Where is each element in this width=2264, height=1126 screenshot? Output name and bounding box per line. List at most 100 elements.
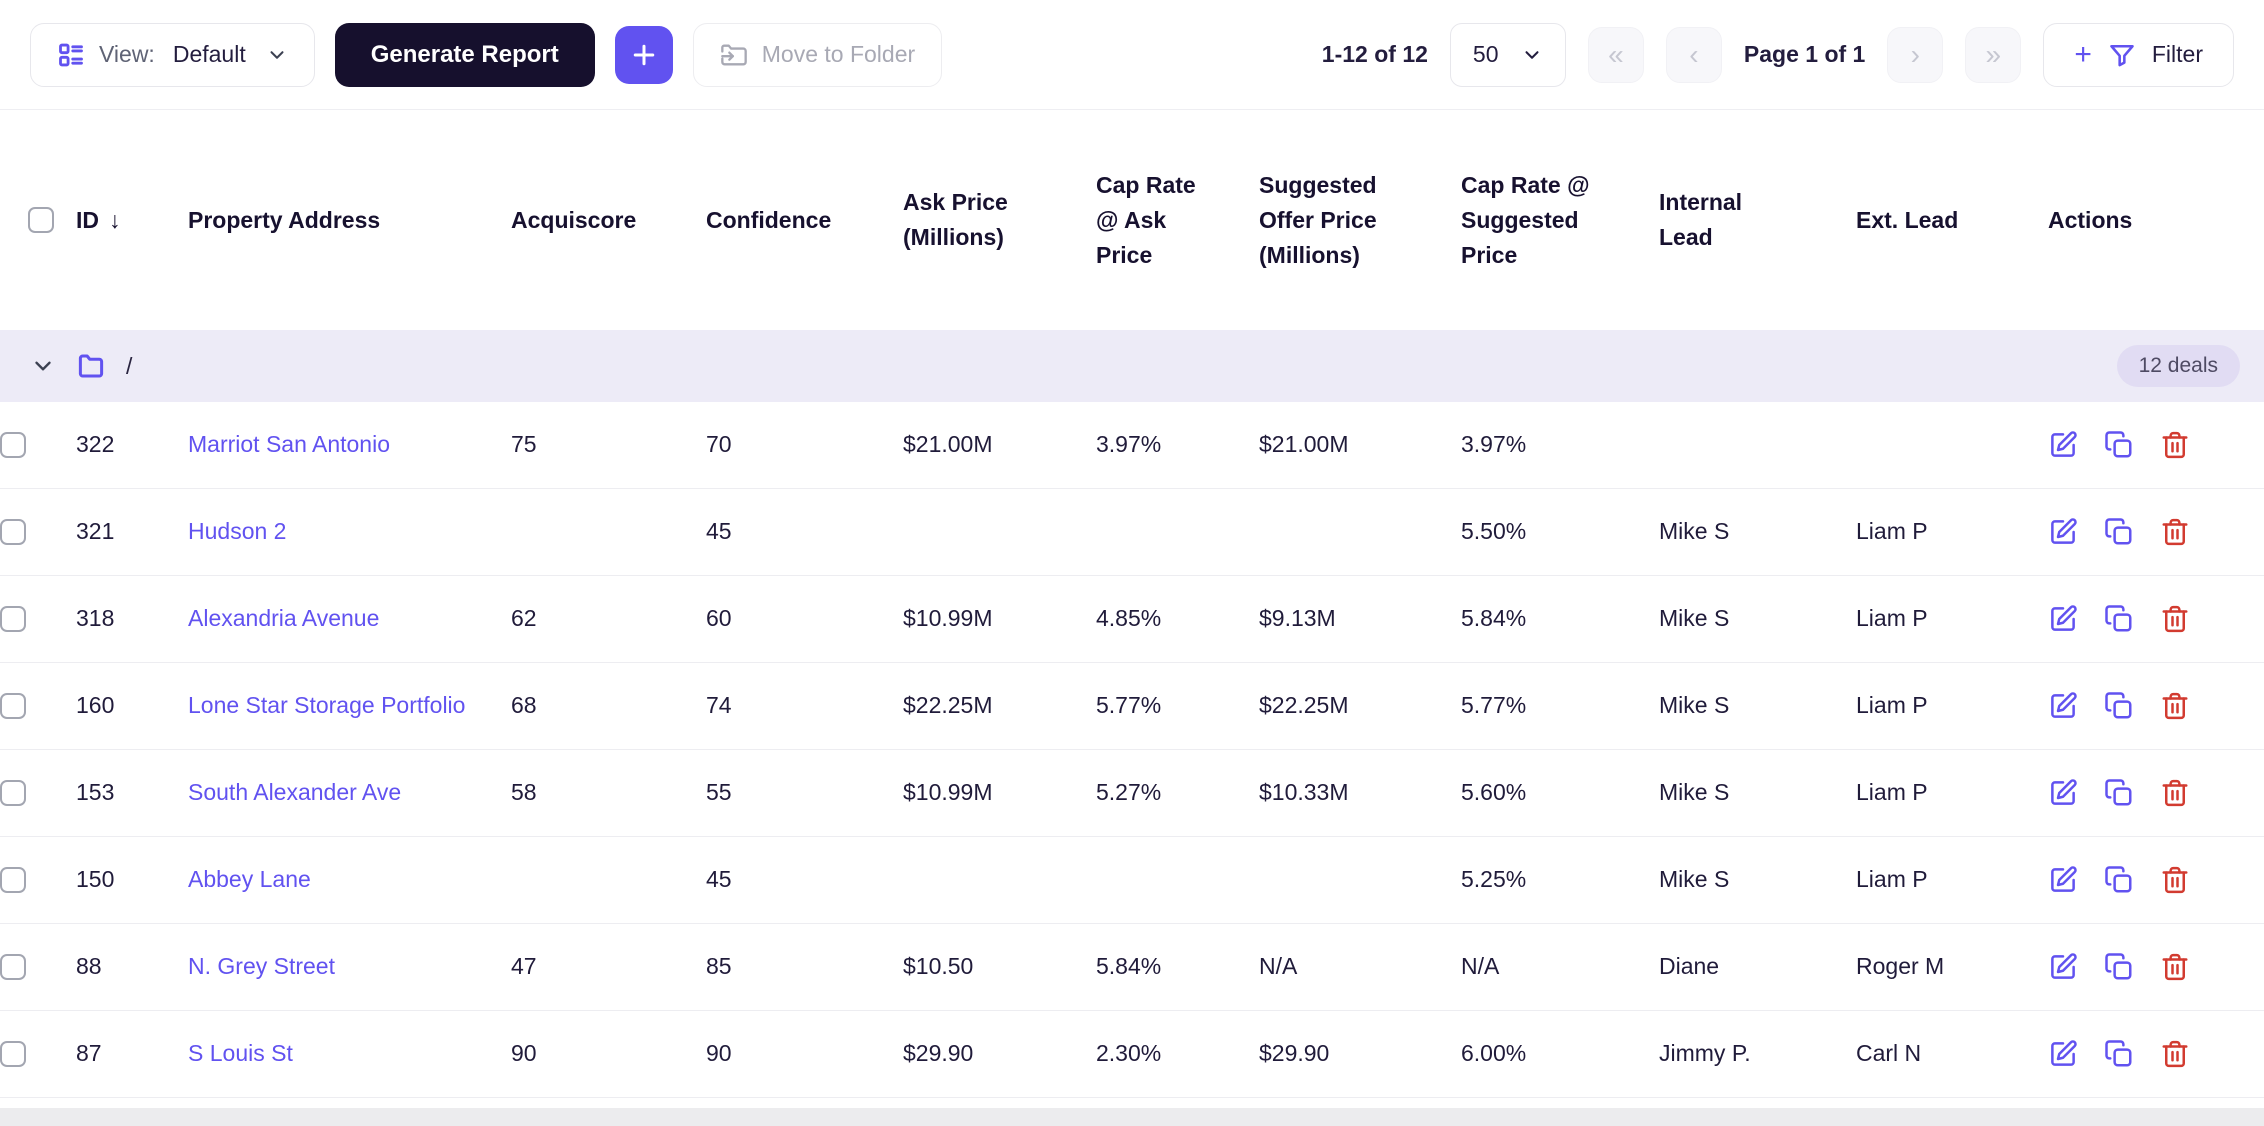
delete-button[interactable] (2160, 952, 2190, 982)
duplicate-button[interactable] (2104, 778, 2134, 808)
confidence-cell: 60 (706, 605, 732, 632)
column-header-id[interactable]: ID ↓ (76, 206, 121, 233)
actions-cell (2048, 1021, 2264, 1087)
row-checkbox[interactable] (0, 1041, 26, 1067)
property-address-link[interactable]: Alexandria Avenue (188, 605, 380, 632)
duplicate-button[interactable] (2104, 517, 2134, 547)
confidence-cell: 70 (706, 431, 732, 458)
delete-button[interactable] (2160, 691, 2190, 721)
delete-button[interactable] (2160, 1039, 2190, 1069)
acquiscore-cell (511, 862, 706, 898)
last-page-button[interactable]: » (1965, 26, 2022, 83)
column-header-confidence[interactable]: Confidence (706, 206, 832, 233)
table-row: 318 Alexandria Avenue 62 60 $10.99M 4.85… (0, 576, 2264, 663)
delete-button[interactable] (2160, 430, 2190, 460)
edit-button[interactable] (2048, 865, 2078, 895)
row-checkbox[interactable] (0, 954, 26, 980)
pagination-cluster: 1-12 of 12 50 « ‹ Page 1 of 1 › » + Filt… (1322, 22, 2234, 87)
chevron-down-icon[interactable] (30, 353, 56, 379)
column-header-cap-rate-ask[interactable]: Cap Rate @ Ask Price (1096, 171, 1196, 268)
id-cell: 87 (76, 1040, 102, 1067)
acquiscore-cell: 62 (511, 605, 537, 632)
property-address-link[interactable]: Hudson 2 (188, 518, 287, 545)
column-header-cap-rate-suggested[interactable]: Cap Rate @ Suggested Price (1461, 171, 1590, 268)
row-checkbox[interactable] (0, 519, 26, 545)
confidence-cell: 45 (706, 866, 732, 893)
property-address-link[interactable]: Abbey Lane (188, 866, 311, 893)
row-checkbox[interactable] (0, 432, 26, 458)
folder-input-icon (720, 41, 748, 69)
edit-button[interactable] (2048, 604, 2078, 634)
row-checkbox-cell (0, 675, 76, 737)
next-page-button[interactable]: › (1887, 26, 1944, 83)
internal-lead-cell (1659, 427, 1856, 463)
cap-rate-suggested-cell: 3.97% (1461, 431, 1527, 458)
row-checkbox[interactable] (0, 780, 26, 806)
delete-button[interactable] (2160, 517, 2190, 547)
cap-rate-suggested-cell: 5.50% (1461, 518, 1527, 545)
edit-pencil-icon (2051, 605, 2077, 631)
horizontal-scrollbar-track[interactable] (0, 1108, 2264, 1126)
row-checkbox[interactable] (0, 606, 26, 632)
property-address-link[interactable]: Lone Star Storage Portfolio (188, 692, 466, 719)
id-cell: 150 (76, 866, 115, 893)
ext-lead-cell: Liam P (1856, 692, 1928, 719)
duplicate-button[interactable] (2104, 691, 2134, 721)
view-selector-button[interactable]: View: Default (30, 22, 315, 87)
edit-button[interactable] (2048, 691, 2078, 721)
property-address-link[interactable]: Marriot San Antonio (188, 431, 391, 458)
row-checkbox[interactable] (0, 693, 26, 719)
prev-page-button[interactable]: ‹ (1665, 26, 1722, 83)
add-filter-button[interactable]: + Filter (2043, 22, 2234, 87)
duplicate-button[interactable] (2104, 604, 2134, 634)
actions-cell (2048, 586, 2264, 652)
edit-button[interactable] (2048, 517, 2078, 547)
folder-path-label: / (126, 352, 133, 379)
property-address-link[interactable]: South Alexander Ave (188, 779, 402, 806)
view-label: View: (99, 41, 155, 67)
edit-pencil-icon (2051, 866, 2077, 892)
trash-icon (2162, 431, 2188, 459)
first-page-button[interactable]: « (1587, 26, 1644, 83)
delete-button[interactable] (2160, 778, 2190, 808)
row-checkbox[interactable] (0, 867, 26, 893)
suggested-offer-price-cell: $22.25M (1259, 692, 1349, 719)
move-to-folder-button[interactable]: Move to Folder (692, 22, 943, 87)
column-header-ask-price[interactable]: Ask Price (Millions) (903, 189, 1008, 250)
folder-group-row[interactable]: / 12 deals (0, 330, 2264, 402)
column-header-suggested-offer-price[interactable]: Suggested Offer Price (Millions) (1259, 171, 1377, 268)
duplicate-button[interactable] (2104, 430, 2134, 460)
duplicate-button[interactable] (2104, 952, 2134, 982)
deals-count-badge: 12 deals (2116, 345, 2240, 387)
column-header-property-address[interactable]: Property Address (188, 206, 381, 233)
edit-button[interactable] (2048, 430, 2078, 460)
table-row: 88 N. Grey Street 47 85 $10.50 5.84% N/A… (0, 924, 2264, 1011)
property-address-link[interactable]: S Louis St (188, 1040, 293, 1067)
select-all-checkbox[interactable] (28, 207, 54, 233)
chevron-down-icon (1525, 50, 1539, 59)
suggested-offer-price-cell: $9.13M (1259, 605, 1336, 632)
page-size-select[interactable]: 50 (1449, 22, 1566, 87)
column-header-ext-lead[interactable]: Ext. Lead (1856, 206, 1959, 233)
delete-button[interactable] (2160, 604, 2190, 634)
edit-button[interactable] (2048, 952, 2078, 982)
internal-lead-cell: Diane (1659, 953, 1720, 980)
cap-rate-suggested-cell: 6.00% (1461, 1040, 1527, 1067)
duplicate-button[interactable] (2104, 1039, 2134, 1069)
column-header-internal-lead[interactable]: Internal Lead (1659, 189, 1743, 250)
property-address-link[interactable]: N. Grey Street (188, 953, 335, 980)
edit-button[interactable] (2048, 1039, 2078, 1069)
copy-icon (2105, 692, 2132, 719)
generate-report-button[interactable]: Generate Report (334, 22, 595, 87)
add-deal-button[interactable] (614, 25, 673, 84)
row-checkbox-cell (0, 501, 76, 563)
edit-button[interactable] (2048, 778, 2078, 808)
suggested-offer-price-cell: N/A (1259, 953, 1298, 980)
ext-lead-cell: Carl N (1856, 1040, 1922, 1067)
delete-button[interactable] (2160, 865, 2190, 895)
filter-funnel-icon (2110, 44, 2134, 66)
column-header-acquiscore[interactable]: Acquiscore (511, 206, 637, 233)
id-cell: 160 (76, 692, 115, 719)
edit-pencil-icon (2051, 692, 2077, 718)
duplicate-button[interactable] (2104, 865, 2134, 895)
